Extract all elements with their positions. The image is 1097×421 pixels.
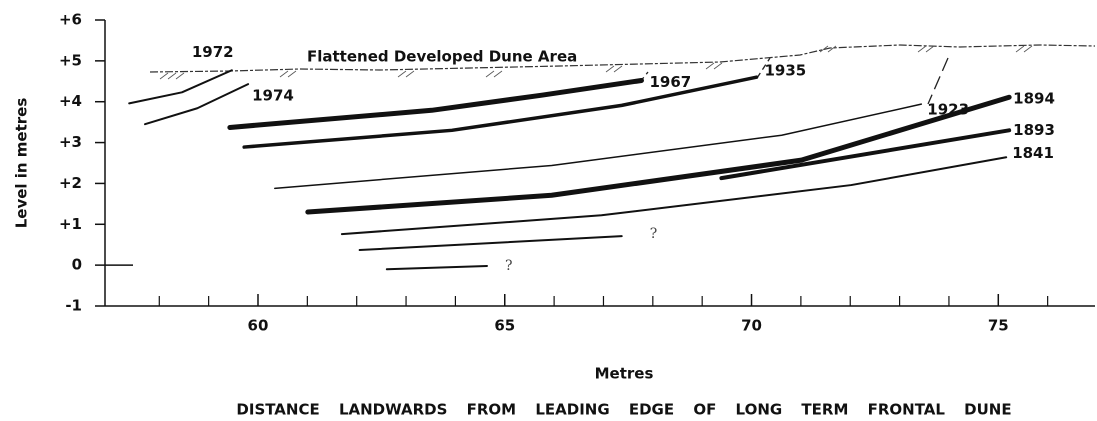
x-axis-title: Metres	[595, 365, 654, 383]
y-axis-title: Level in metres	[13, 98, 31, 229]
profile-line	[308, 97, 1009, 212]
y-tick-label: +2	[59, 174, 82, 192]
y-tick-label: +5	[59, 51, 82, 69]
year-label: 1893	[1013, 121, 1055, 139]
query-label: ?	[505, 258, 513, 274]
year-label: 1841	[1012, 144, 1054, 162]
year-label: 1972	[192, 43, 234, 61]
year-label: 1935	[764, 62, 806, 80]
profile-line	[145, 84, 248, 124]
y-tick-label: 0	[72, 256, 82, 274]
profile-line	[387, 266, 487, 269]
vegetation-hatch	[160, 46, 1032, 79]
year-label: 1967	[649, 73, 691, 91]
y-tick-label: -1	[65, 297, 82, 315]
x-tick-label: 60	[248, 317, 269, 335]
x-tick-label: 65	[494, 317, 515, 335]
year-label: 1894	[1013, 90, 1055, 108]
x-tick-label: 75	[988, 317, 1009, 335]
x-tick-label: 70	[741, 317, 762, 335]
profile-line	[342, 157, 1006, 234]
y-tick-label: +6	[59, 11, 82, 29]
y-tick-label: +4	[59, 92, 82, 110]
surface-label: Flattened Developed Dune Area	[307, 48, 577, 66]
dune-surface	[150, 45, 1095, 72]
year-label: 1974	[252, 87, 294, 105]
y-tick-label: +3	[59, 133, 82, 151]
x-caption: DISTANCE LANDWARDS FROM LEADING EDGE OF …	[236, 401, 1011, 419]
chart: Level in metres Metres DISTANCE LANDWARD…	[0, 0, 1097, 421]
1923-dash	[928, 58, 948, 104]
query-label: ?	[650, 226, 658, 242]
profile-line	[360, 236, 622, 250]
y-tick-label: +1	[59, 215, 82, 233]
